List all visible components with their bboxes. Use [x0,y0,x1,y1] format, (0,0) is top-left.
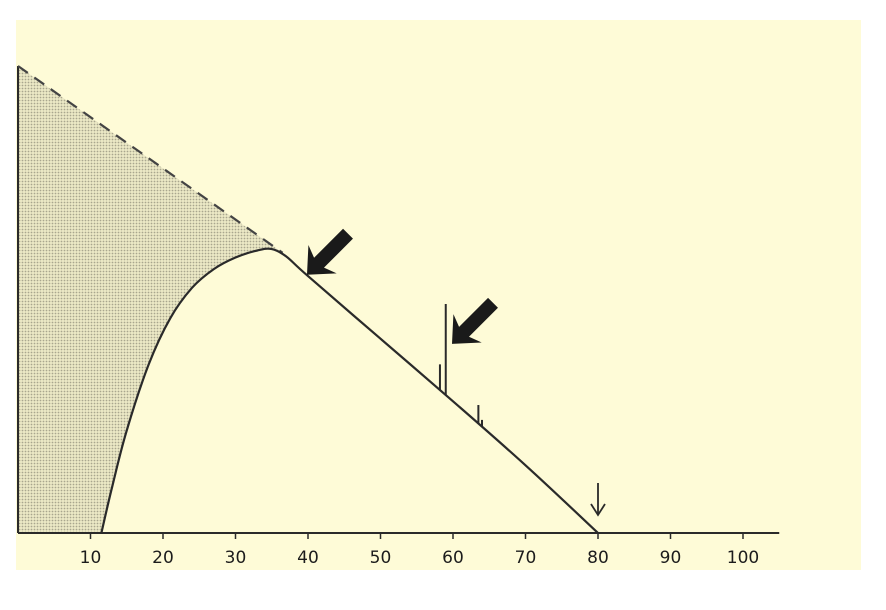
shaded-region [18,66,283,533]
dashed-extrapolation-line [17,65,284,254]
x-tick-label-40: 40 [297,548,319,568]
bold-arrow-1 [307,228,353,275]
x-tick-label-50: 50 [370,548,392,568]
x-tick-label-70: 70 [515,548,537,568]
bold-arrow-shape [452,297,498,344]
spectrum-curve [100,247,599,534]
bold-arrow-shape [307,228,353,275]
x-tick-label-100: 100 [727,548,759,568]
x-tick-label-60: 60 [442,548,464,568]
x-tick-label-10: 10 [80,548,102,568]
x-tick-label-90: 90 [660,548,682,568]
thin-arrow-head [590,503,606,517]
x-tick-label-30: 30 [225,548,247,568]
x-tick-label-20: 20 [152,548,174,568]
x-tick-label-80: 80 [587,548,609,568]
bold-arrow-2 [452,297,498,344]
